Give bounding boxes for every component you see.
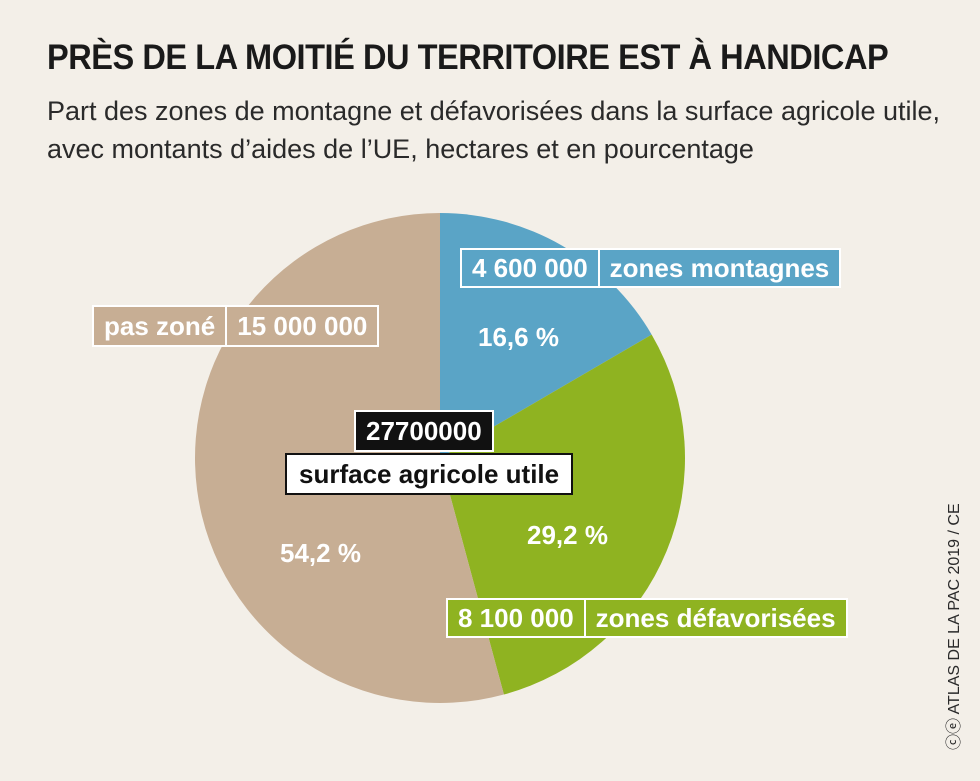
chart-subtitle: Part des zones de montagne et défavorisé…	[47, 96, 941, 164]
source-credit: ⓒⓔ ATLAS DE LA PAC 2019 / CE	[946, 503, 963, 750]
total-label: surface agricole utile	[285, 453, 574, 495]
percent-pas-zone: 54,2 %	[280, 538, 361, 568]
chart-title: PRÈS DE LA MOITIÉ DU TERRITOIRE EST À HA…	[47, 38, 889, 77]
name-zones-montagnes: zones montagnes	[599, 248, 842, 288]
hectares-pas-zone: 15 000 000	[227, 305, 380, 347]
label-zones-defavorisees: 8 100 000 zones défavorisées	[446, 598, 848, 638]
label-zones-montagnes: 4 600 000 zones montagnes	[460, 248, 842, 288]
percent-zones-montagnes: 16,6 %	[478, 322, 559, 352]
label-pas-zone: pas zoné 15 000 000	[92, 305, 380, 347]
hectares-zones-montagnes: 4 600 000	[460, 248, 600, 288]
percent-zones-defavorisees: 29,2 %	[527, 520, 608, 550]
name-pas-zone: pas zoné	[92, 305, 228, 347]
name-zones-defavorisees: zones défavorisées	[585, 598, 848, 638]
total-hectares: 27700000	[354, 410, 494, 452]
hectares-zones-defavorisees: 8 100 000	[446, 598, 586, 638]
